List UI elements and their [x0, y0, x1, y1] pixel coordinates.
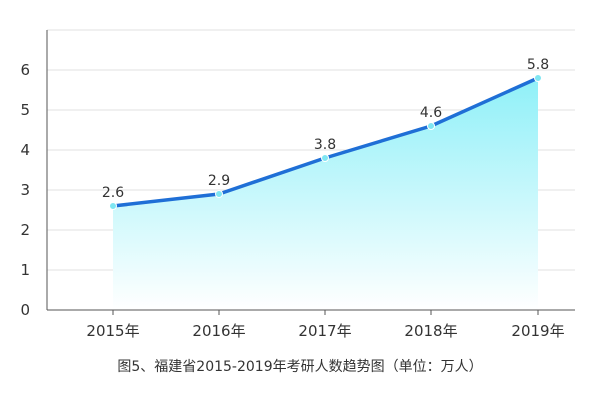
axes	[46, 30, 575, 315]
x-tick-label: 2018年	[404, 322, 457, 340]
data-labels: 2.6 2.9 3.8 4.6 5.8	[102, 57, 549, 201]
data-label: 5.8	[527, 57, 549, 73]
y-tick-labels: 0 1 2 3 4 5 6	[20, 61, 30, 319]
y-tick-label: 6	[20, 61, 30, 79]
x-tick-label: 2019年	[511, 322, 564, 340]
x-tick-label: 2017年	[298, 322, 351, 340]
data-point	[427, 122, 435, 130]
data-points	[109, 74, 542, 210]
y-tick-label: 2	[20, 221, 30, 239]
x-tick-labels: 2015年 2016年 2017年 2018年 2019年	[86, 322, 564, 340]
area-fill-layer	[113, 78, 538, 310]
data-label: 3.8	[314, 137, 336, 153]
y-tick-label: 3	[20, 181, 30, 199]
data-point	[215, 190, 223, 198]
x-tick-label: 2016年	[192, 322, 245, 340]
data-label: 2.6	[102, 185, 124, 201]
data-point	[109, 202, 117, 210]
data-label: 4.6	[420, 105, 442, 121]
y-tick-label: 5	[20, 101, 30, 119]
data-point	[534, 74, 542, 82]
data-point	[321, 154, 329, 162]
x-tick-label: 2015年	[86, 322, 139, 340]
y-tick-label: 4	[20, 141, 30, 159]
chart-caption: 图5、福建省2015-2019年考研人数趋势图（单位：万人）	[117, 359, 483, 375]
y-tick-label: 0	[20, 301, 30, 319]
y-tick-label: 1	[20, 261, 30, 279]
area-fill	[113, 78, 538, 310]
data-label: 2.9	[208, 173, 230, 189]
